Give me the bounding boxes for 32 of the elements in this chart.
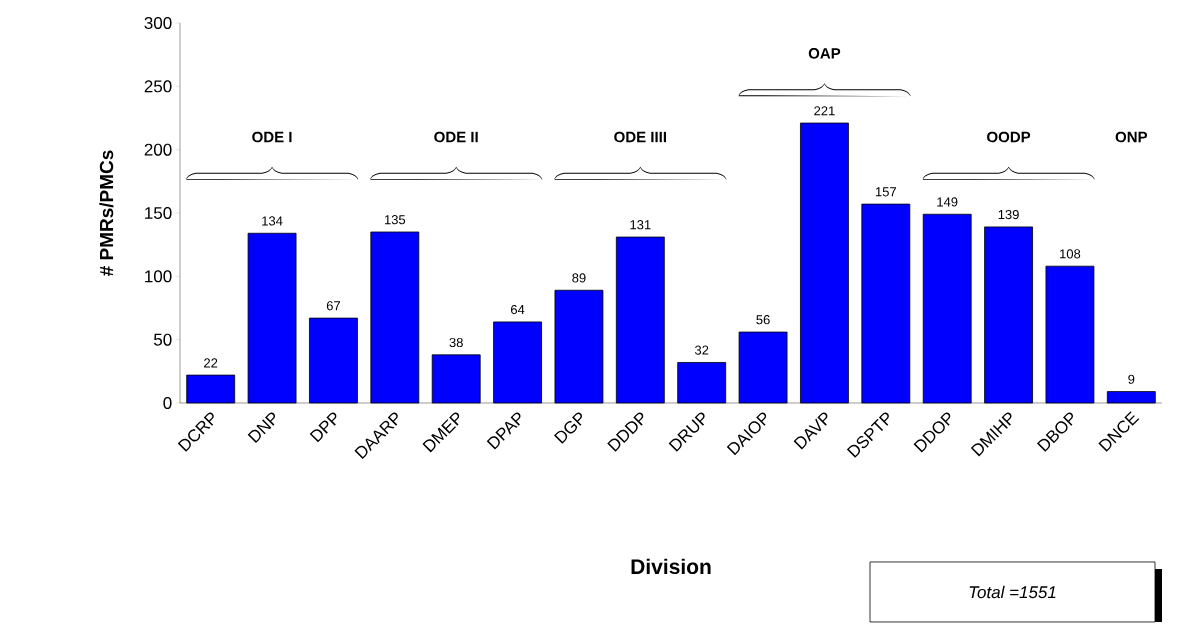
data-label: 32 [694, 345, 709, 355]
annotation: ODE IIII [614, 131, 666, 143]
data-label: 149 [937, 197, 958, 207]
y-axis-title: # PMRs/PMCs [99, 150, 114, 277]
data-label: 56 [756, 315, 770, 325]
x-axis-title: Division [631, 558, 711, 575]
y-tick-label: 0 [163, 396, 172, 410]
data-label: 134 [262, 216, 283, 226]
data-label: 135 [384, 215, 406, 225]
annotation: ODE II [434, 131, 478, 143]
data-label: 89 [572, 273, 586, 283]
data-label: 38 [449, 337, 463, 348]
data-label: 67 [326, 301, 341, 311]
data-label: 221 [814, 106, 835, 116]
y-tick-label: 300 [144, 16, 172, 30]
data-label: 9 [1128, 374, 1135, 384]
y-tick-label: 250 [144, 80, 172, 93]
annotation: OAP [808, 48, 841, 59]
data-label: 22 [204, 358, 218, 368]
annotation: ODE I [252, 131, 292, 143]
annotation: OODP [987, 131, 1031, 143]
y-tick-label: 200 [144, 143, 172, 156]
data-label: 139 [998, 209, 1019, 220]
y-tick-label: 100 [145, 270, 172, 283]
y-tick-label: 150 [145, 206, 172, 220]
annotation: ONP [1115, 131, 1148, 143]
y-tick-label: 50 [153, 333, 172, 346]
text: Total =1551 [969, 585, 1056, 599]
data-label: 157 [875, 187, 896, 197]
data-label: 131 [630, 220, 651, 230]
data-label: 64 [511, 304, 525, 315]
data-label: 108 [1060, 249, 1081, 259]
